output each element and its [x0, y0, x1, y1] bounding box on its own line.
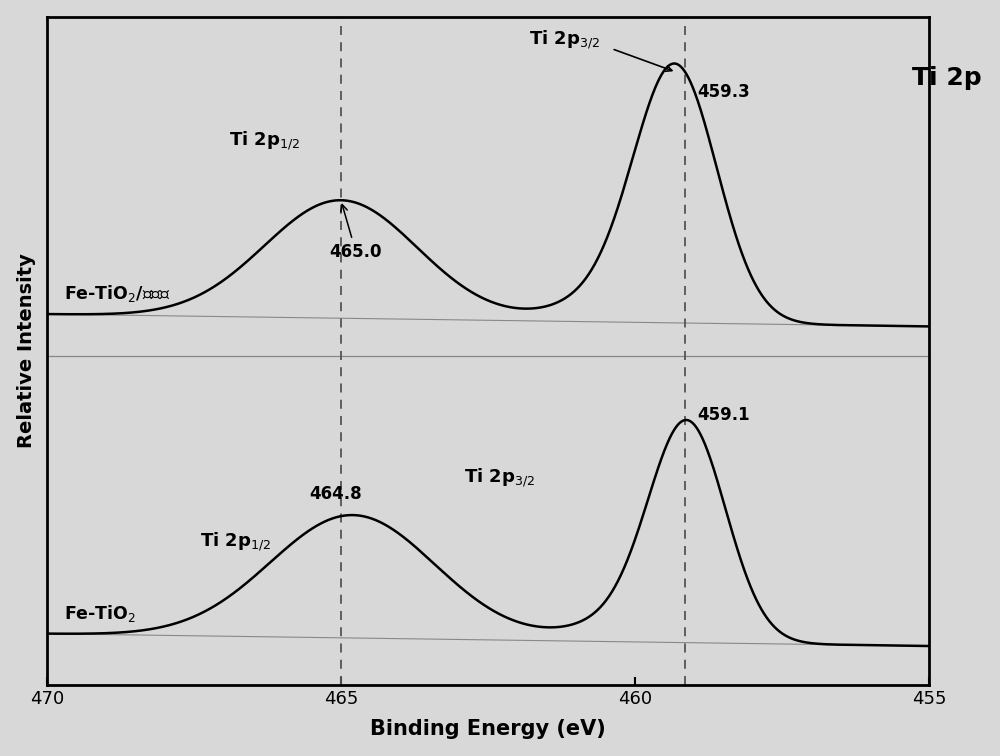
- Text: 459.1: 459.1: [697, 406, 749, 424]
- Text: Fe-TiO$_2$: Fe-TiO$_2$: [64, 603, 137, 624]
- Text: Ti 2p$_{3/2}$: Ti 2p$_{3/2}$: [529, 29, 600, 51]
- Text: Ti 2p: Ti 2p: [912, 66, 981, 90]
- Text: 464.8: 464.8: [309, 485, 362, 503]
- Text: Fe-TiO$_2$/硅藻板: Fe-TiO$_2$/硅藻板: [64, 284, 171, 305]
- Text: 465.0: 465.0: [330, 205, 382, 261]
- Text: Ti 2p$_{3/2}$: Ti 2p$_{3/2}$: [464, 466, 535, 488]
- X-axis label: Binding Energy (eV): Binding Energy (eV): [370, 719, 606, 739]
- Y-axis label: Relative Intensity: Relative Intensity: [17, 253, 36, 448]
- Text: 459.3: 459.3: [697, 83, 750, 101]
- Text: Ti 2p$_{1/2}$: Ti 2p$_{1/2}$: [200, 530, 270, 553]
- Text: Ti 2p$_{1/2}$: Ti 2p$_{1/2}$: [229, 129, 300, 152]
